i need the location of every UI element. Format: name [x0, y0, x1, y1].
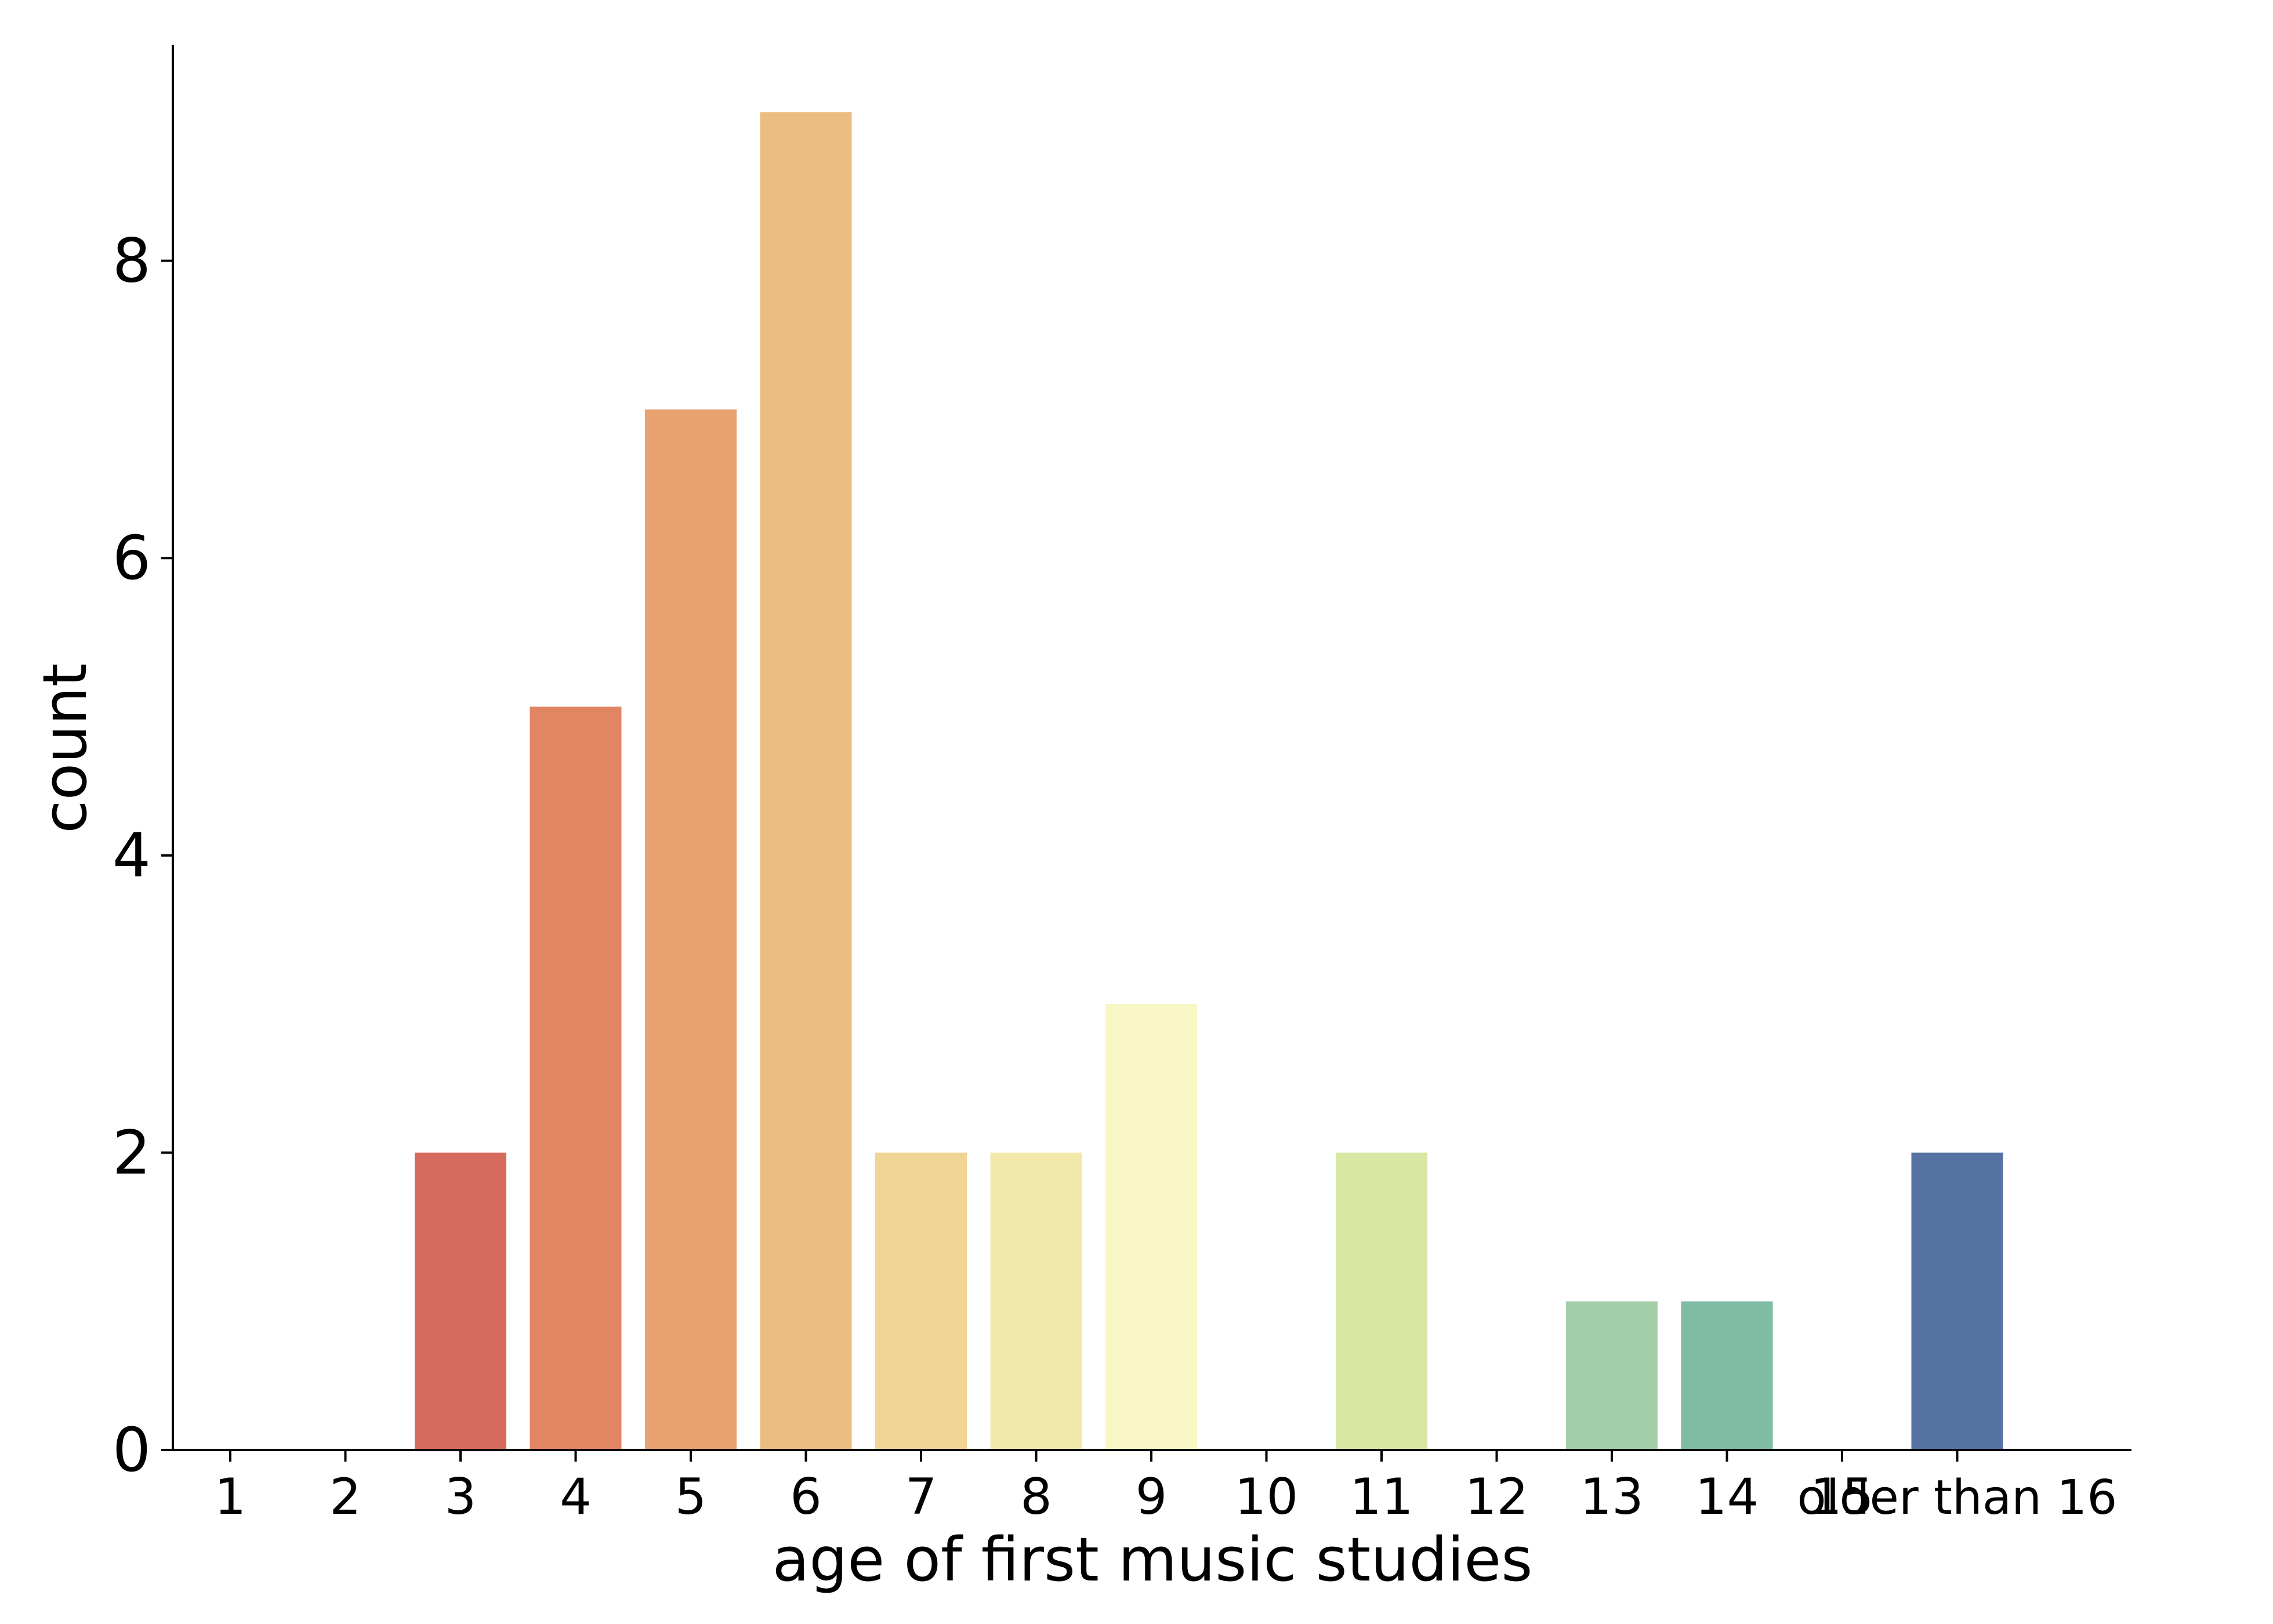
bar-9: [1105, 1004, 1197, 1450]
x-tick-label: 11: [1350, 1468, 1413, 1526]
x-tick-label: 8: [1020, 1468, 1052, 1526]
y-tick-label: 6: [113, 523, 151, 593]
bar-4: [530, 706, 622, 1450]
x-tick-label: 1: [215, 1468, 246, 1526]
x-tick-label: 13: [1580, 1468, 1643, 1526]
bar-6: [760, 112, 852, 1450]
x-tick-label: 4: [560, 1468, 592, 1526]
x-tick-label: 6: [790, 1468, 822, 1526]
x-tick-label: 14: [1695, 1468, 1759, 1526]
y-tick-label: 4: [113, 820, 151, 891]
x-tick-label: 5: [675, 1468, 707, 1526]
y-axis-title: count: [30, 663, 100, 833]
bar-7: [875, 1152, 967, 1450]
x-tick-label: 9: [1136, 1468, 1168, 1526]
bar-11: [1336, 1152, 1427, 1450]
y-tick-label: 0: [113, 1415, 151, 1485]
bar-3: [415, 1152, 506, 1450]
bar-older-than-16: [1911, 1152, 2003, 1450]
x-tick-label: 10: [1235, 1468, 1298, 1526]
y-ticks-group: 0 2 4 6 8: [113, 226, 173, 1485]
bar-5: [645, 409, 737, 1450]
y-tick-label: 8: [113, 226, 151, 296]
bar-8: [990, 1152, 1082, 1450]
x-tick-label: 2: [329, 1468, 361, 1526]
bars-group: [415, 112, 2003, 1450]
x-tick-label: 15: [1810, 1468, 1873, 1526]
bar-14: [1681, 1301, 1773, 1450]
x-tick-label: 3: [445, 1468, 477, 1526]
bar-13: [1566, 1301, 1658, 1450]
x-tick-label: older than 16: [1797, 1470, 2118, 1525]
x-axis-title: age of first music studies: [773, 1524, 1533, 1595]
y-tick-label: 2: [113, 1117, 151, 1188]
x-tick-label: 7: [905, 1468, 937, 1526]
x-tick-label: 12: [1465, 1468, 1528, 1526]
